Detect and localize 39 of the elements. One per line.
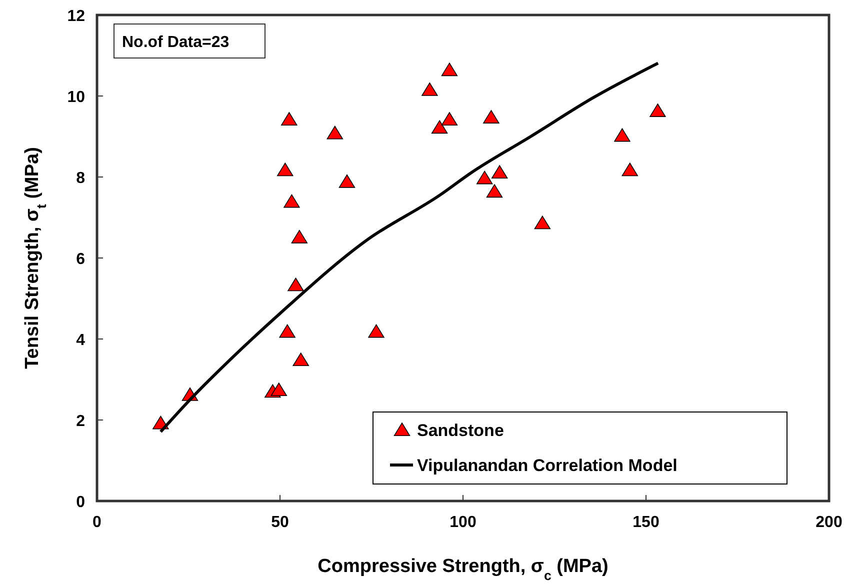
y-tick-label: 6 (76, 251, 86, 268)
point (622, 162, 638, 176)
point (284, 194, 300, 208)
point (441, 112, 458, 126)
y-tick-label: 8 (76, 170, 86, 187)
y-tick-label: 4 (76, 332, 86, 349)
point (368, 324, 384, 338)
x-tick-label: 100 (450, 514, 476, 531)
point (486, 184, 503, 198)
point (326, 126, 343, 140)
point (422, 82, 438, 96)
x-tick-label: 200 (816, 514, 842, 531)
legend-label: Vipulanandan Correlation Model (417, 456, 678, 475)
x-tick-label: 50 (271, 514, 289, 531)
point (270, 382, 287, 396)
point (288, 278, 304, 292)
point (483, 110, 500, 124)
x-tick-label: 0 (92, 514, 102, 531)
point (292, 352, 309, 366)
point (279, 324, 296, 338)
y-tick-label: 10 (67, 89, 86, 106)
y-tick-label: 0 (76, 494, 86, 511)
point (431, 120, 448, 134)
point (492, 165, 508, 179)
x-tick-label: 150 (632, 514, 660, 531)
point (281, 112, 298, 126)
point (277, 162, 294, 176)
point (338, 174, 356, 188)
x-axis-title: Compressive Strength, σ$_{c}$ (MPa) (318, 556, 608, 582)
point (614, 128, 630, 142)
point (534, 216, 551, 230)
legend-label: Sandstone (417, 421, 504, 440)
y-tick-label: 2 (76, 413, 86, 430)
y-tick-label: 12 (67, 8, 86, 25)
point (291, 230, 308, 244)
point (476, 170, 493, 184)
annotation: No.of Data=23 (122, 34, 230, 51)
point (650, 104, 666, 117)
point (441, 62, 458, 76)
